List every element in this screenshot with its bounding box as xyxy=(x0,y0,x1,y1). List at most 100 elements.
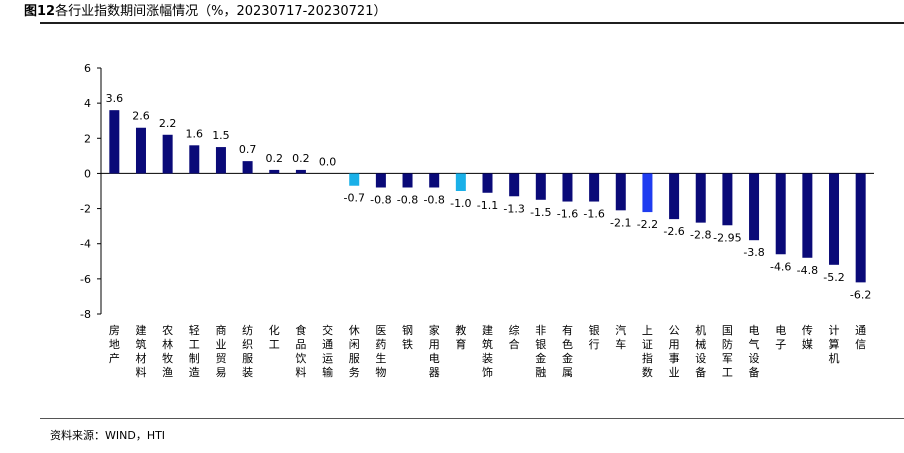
y-tick-label: -6 xyxy=(80,273,91,286)
category-label: 上证指数 xyxy=(642,324,653,379)
bar xyxy=(189,145,200,174)
bar xyxy=(349,173,360,186)
value-label: 0.7 xyxy=(239,143,257,156)
chart-title: 图12各行业指数期间涨幅情况（%，20230717-20230721） xyxy=(24,2,386,22)
category-label: 交通运输 xyxy=(322,323,333,379)
category-label: 钢铁 xyxy=(402,324,413,351)
category-label: 轻工制造 xyxy=(189,323,200,379)
value-label: -1.6 xyxy=(557,208,578,221)
category-label: 公用事业 xyxy=(669,324,680,379)
bar xyxy=(135,127,146,174)
category-label: 食品饮料 xyxy=(295,323,306,379)
value-label: -2.8 xyxy=(690,229,711,242)
value-label: -2.95 xyxy=(713,231,741,244)
category-label: 计算机 xyxy=(829,324,840,365)
value-label: 3.6 xyxy=(106,92,124,105)
category-label: 电子 xyxy=(775,324,786,351)
bar xyxy=(802,173,813,258)
category-label: 建筑材料 xyxy=(135,323,146,379)
bar xyxy=(562,173,573,202)
value-label: -4.6 xyxy=(770,260,791,273)
bar xyxy=(669,173,680,220)
category-label: 有色金属 xyxy=(562,323,573,379)
value-label: -6.2 xyxy=(850,288,871,301)
source-note: 资料来源：WIND，HTI xyxy=(50,429,166,442)
value-label: -1.5 xyxy=(530,206,551,219)
value-label: -3.8 xyxy=(743,246,764,259)
category-label: 综合 xyxy=(509,323,520,351)
y-axis: 6 4 2 0 -2 -4 -6 -8 xyxy=(80,62,874,321)
y-tick-label: -4 xyxy=(80,238,91,251)
category-label: 机械设备 xyxy=(695,323,706,379)
category-label: 非银金融 xyxy=(535,324,546,379)
value-label: -2.2 xyxy=(637,218,658,231)
value-label: 1.5 xyxy=(212,129,230,142)
bar xyxy=(615,173,626,211)
bar xyxy=(215,147,226,174)
category-label: 教育 xyxy=(455,324,466,351)
category-label: 传媒 xyxy=(802,324,813,351)
value-label: 0.0 xyxy=(319,155,337,168)
bar xyxy=(375,173,386,188)
value-label: -0.8 xyxy=(370,193,391,206)
bar xyxy=(242,161,253,174)
category-labels: 房地产 建筑材料 农林牧渔 轻工制造 商业贸易 纺织服装 化工 食品饮料 交通运输 休闲服务 医药生… xyxy=(109,323,866,379)
category-label: 农林牧渔 xyxy=(162,323,173,379)
bar xyxy=(749,173,760,241)
bar xyxy=(695,173,706,223)
bar-chart: 6 4 2 0 -2 -4 -6 -8 3.6 2.6 2.2 1.6 1.5 0.7 0.2 0.2 0.0… xyxy=(80,62,874,379)
category-label: 医药生物 xyxy=(375,324,386,379)
category-label: 建筑装饰 xyxy=(482,323,493,379)
value-label: -2.1 xyxy=(610,216,631,229)
bar xyxy=(109,110,120,174)
bars xyxy=(109,110,866,283)
bar xyxy=(642,173,653,213)
category-label: 纺织服装 xyxy=(242,323,253,379)
bar xyxy=(775,173,786,255)
bar xyxy=(535,173,546,200)
y-tick-label: 4 xyxy=(84,97,91,110)
figure-number: 图12 xyxy=(24,4,56,19)
y-tick-label: 2 xyxy=(84,132,91,145)
value-label: -1.6 xyxy=(583,208,604,221)
category-label: 通信 xyxy=(855,324,866,351)
category-label: 商业贸易 xyxy=(215,323,226,379)
value-label: 0.2 xyxy=(292,152,310,165)
footer-divider xyxy=(40,418,904,419)
value-label: -5.2 xyxy=(823,271,844,284)
value-labels: 3.62.62.21.6 1.50.70.2 0.2 0.0-0.7 -0.8 -0.8-… xyxy=(106,92,872,301)
bar xyxy=(162,134,173,174)
bar xyxy=(482,173,493,193)
category-label: 化工 xyxy=(269,323,280,351)
bar xyxy=(509,173,520,197)
value-label: 1.6 xyxy=(186,127,204,140)
value-label: -1.1 xyxy=(477,199,498,212)
bar xyxy=(455,173,466,191)
bar xyxy=(429,173,440,188)
bar xyxy=(722,173,733,226)
value-label: -0.8 xyxy=(397,193,418,206)
value-label: -4.8 xyxy=(797,264,818,277)
category-label: 房地产 xyxy=(109,324,120,365)
category-label: 家用电器 xyxy=(429,323,440,379)
category-label: 汽车 xyxy=(615,323,626,351)
category-label: 国防军工 xyxy=(722,324,733,379)
value-label: -0.8 xyxy=(423,193,444,206)
bar xyxy=(402,173,413,188)
y-tick-label: 6 xyxy=(84,62,91,75)
y-tick-label: -8 xyxy=(80,308,91,321)
bar xyxy=(589,173,600,202)
value-label: 2.6 xyxy=(132,110,150,123)
category-label: 休闲服务 xyxy=(349,324,360,379)
value-label: -1.0 xyxy=(450,197,471,210)
figure-caption: 各行业指数期间涨幅情况（%，20230717-20230721） xyxy=(55,4,387,19)
bar xyxy=(829,173,840,265)
value-label: -1.3 xyxy=(503,202,524,215)
y-tick-label: -2 xyxy=(80,203,91,216)
bar xyxy=(295,169,306,174)
bar xyxy=(855,173,866,283)
category-label: 银行 xyxy=(589,323,600,351)
value-label: -2.6 xyxy=(663,225,684,238)
value-label: 0.2 xyxy=(266,152,284,165)
value-label: 2.2 xyxy=(159,117,177,130)
